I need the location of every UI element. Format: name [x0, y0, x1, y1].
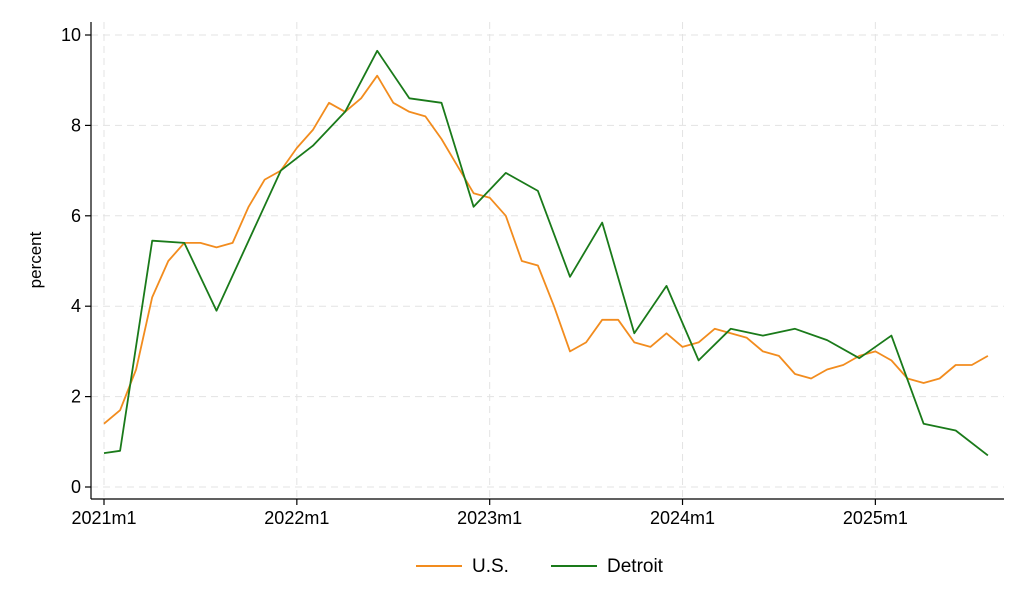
x-tick-label: 2025m1 [843, 508, 908, 528]
y-tick-label: 4 [71, 296, 81, 316]
y-tick-label: 10 [61, 25, 81, 45]
x-tick-label: 2021m1 [71, 508, 136, 528]
x-tick-label: 2023m1 [457, 508, 522, 528]
y-tick-label: 2 [71, 387, 81, 407]
axes [90, 22, 1004, 500]
gridlines [91, 22, 1004, 499]
x-tick-label: 2022m1 [264, 508, 329, 528]
y-tick-label: 0 [71, 477, 81, 497]
x-tick-label: 2024m1 [650, 508, 715, 528]
y-axis-title: percent [26, 231, 45, 288]
y-ticks: 0 2 4 6 8 10 [61, 25, 91, 497]
x-ticks: 2021m1 2022m1 2023m1 2024m1 2025m1 [71, 499, 908, 528]
series-line-us [103, 74, 989, 425]
legend: U.S. Detroit [416, 556, 664, 577]
y-tick-label: 8 [71, 115, 81, 135]
series-line-detroit [103, 49, 989, 457]
series-lines [103, 49, 989, 457]
y-tick-label: 6 [71, 206, 81, 226]
legend-label: U.S. [472, 556, 509, 577]
legend-label: Detroit [607, 556, 664, 577]
